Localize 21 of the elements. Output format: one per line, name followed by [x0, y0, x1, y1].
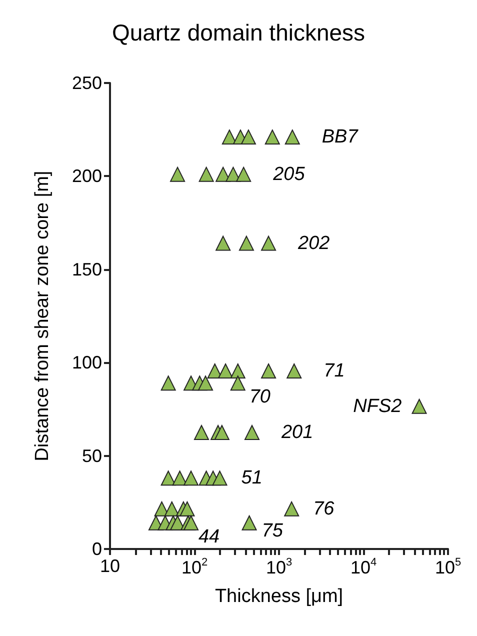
- series-label: 201: [280, 422, 314, 443]
- series-label: 205: [272, 164, 306, 185]
- x-tick-label: 10: [100, 556, 120, 576]
- y-tick-label: 0: [92, 539, 102, 559]
- y-tick-label: 50: [82, 446, 102, 466]
- series-label: NFS2: [353, 396, 402, 417]
- y-axis-title: Distance from shear zone core [m]: [32, 170, 53, 462]
- series-label: 51: [241, 468, 262, 489]
- series-label: 76: [313, 498, 335, 520]
- series-label: BB7: [322, 126, 360, 148]
- series-label: 75: [262, 520, 284, 542]
- x-axis-title: Thickness [μm]: [214, 586, 344, 607]
- y-tick-label: 100: [72, 352, 102, 373]
- y-tick-label: 250: [72, 73, 102, 93]
- series-label: 71: [324, 360, 345, 382]
- y-tick-label: 150: [72, 259, 102, 280]
- y-tick-label: 200: [72, 166, 102, 186]
- series-label: 202: [297, 232, 330, 254]
- chart-title: Quartz domain thickness: [112, 20, 366, 46]
- series-label: 70: [249, 386, 271, 408]
- series-label: 44: [198, 526, 220, 548]
